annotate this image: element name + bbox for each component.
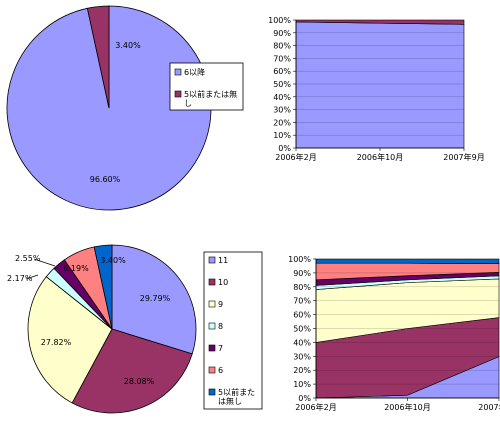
y-tick-label: 40% (293, 338, 311, 347)
x-tick-label: 2006年2月 (295, 402, 336, 412)
y-tick-label: 40% (273, 93, 291, 102)
area-band (315, 258, 500, 265)
legend-label: 6 (218, 366, 223, 375)
y-tick-label: 60% (273, 67, 291, 76)
leader-line (25, 274, 39, 280)
legend-label: 5以前または無し (218, 387, 255, 406)
pie-value-label: 2.17% (7, 274, 33, 283)
y-tick-label: 50% (293, 325, 311, 334)
y-tick-label: 60% (293, 311, 311, 320)
pie-slice (93, 244, 113, 330)
legend-swatch (174, 68, 182, 76)
legend-swatch (208, 388, 216, 396)
y-tick-label: 0% (298, 394, 311, 403)
pie-slice (71, 328, 193, 414)
y-tick-label: 10% (273, 131, 291, 140)
pie-value-label: 3.40% (115, 41, 141, 50)
pie-chart-1: 96.60% 3.40% 6以降 5以前または無し (6, 5, 244, 211)
y-tick-label: 20% (293, 366, 311, 375)
legend-swatch (208, 366, 216, 374)
pie-value-label: 3.40% (100, 256, 126, 265)
pie-value-label: 28.08% (124, 377, 155, 386)
y-tick-label: 20% (273, 118, 291, 127)
legend-label: 11 (218, 256, 228, 265)
y-tick-label: 50% (273, 80, 291, 89)
legend-swatch (208, 278, 216, 286)
legend-box (169, 62, 244, 111)
pie-value-label: 27.82% (41, 338, 72, 347)
pie-value-label: 6.19% (63, 264, 89, 273)
y-tick-label: 100% (268, 16, 291, 25)
legend-label: 8 (218, 322, 223, 331)
pie-value-label: 96.60% (90, 175, 121, 184)
y-tick-label: 0% (278, 144, 291, 153)
leader-line (33, 258, 56, 267)
pie-slice (111, 244, 197, 355)
legend-swatch (208, 322, 216, 330)
y-tick-label: 10% (293, 380, 311, 389)
legend-label: 9 (218, 300, 223, 309)
legend-label: 5以前または無し (184, 89, 237, 108)
y-tick-label: 70% (293, 297, 311, 306)
y-tick-label: 90% (273, 29, 291, 38)
y-tick-label: 80% (293, 283, 311, 292)
x-tick-label: 2007年9月 (443, 152, 484, 162)
legend-label: 6以降 (184, 67, 205, 77)
legend-label: 7 (218, 344, 223, 353)
x-tick-label: 2007年9月 (478, 402, 500, 412)
pie-value-label: 29.79% (140, 294, 171, 303)
area-chart-4: 0% 10% 20% 30% 40% 50% 60% 70% 80% 90% 100% 2006年2月… (288, 255, 500, 412)
y-tick-label: 70% (273, 54, 291, 63)
area-chart-2: 0% 10% 20% 30% 40% 50% 60% 70% 80% 90% 100% 2006年2月… (268, 16, 485, 162)
y-tick-label: 90% (293, 269, 311, 278)
x-tick-label: 2006年2月 (275, 152, 316, 162)
pie-slice (86, 5, 110, 109)
pie-value-label: 2.55% (15, 254, 41, 263)
legend-swatch (208, 300, 216, 308)
y-tick-label: 80% (273, 42, 291, 51)
pie-chart-3: 29.79% 28.08% 27.82% 2.17% 2.55% 6.19% 3.40% 11… (7, 244, 263, 414)
y-tick-label: 30% (293, 352, 311, 361)
legend-swatch (208, 344, 216, 352)
y-tick-label: 100% (288, 255, 311, 264)
legend-swatch (174, 90, 182, 98)
area-band (295, 21, 465, 149)
legend-box (203, 251, 263, 410)
legend-label: 10 (218, 278, 228, 287)
x-tick-label: 2006年10月 (357, 152, 404, 162)
pie-slice (27, 276, 113, 404)
x-tick-label: 2006年10月 (384, 402, 431, 412)
legend-swatch (208, 256, 216, 264)
y-tick-label: 30% (273, 106, 291, 115)
